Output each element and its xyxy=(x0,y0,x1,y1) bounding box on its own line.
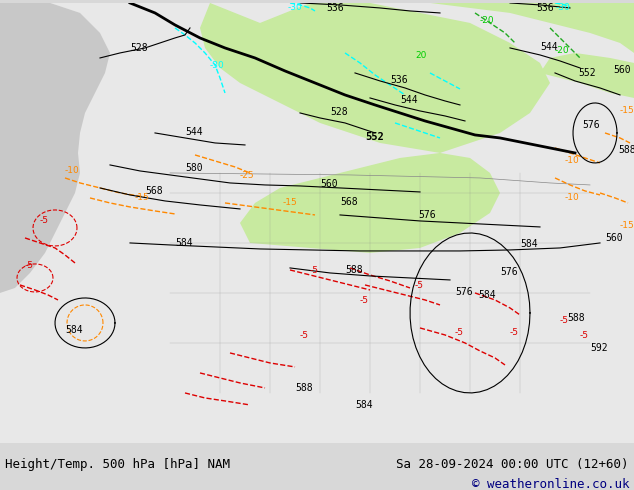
Text: -5: -5 xyxy=(560,316,569,325)
Text: -5: -5 xyxy=(300,331,309,340)
Text: 584: 584 xyxy=(355,400,373,410)
Text: -5: -5 xyxy=(40,216,49,225)
Text: 588: 588 xyxy=(345,265,363,275)
Text: -15: -15 xyxy=(283,198,298,207)
Text: 584: 584 xyxy=(520,239,538,249)
Text: 528: 528 xyxy=(330,107,347,117)
Text: -20: -20 xyxy=(480,16,495,25)
Polygon shape xyxy=(540,53,634,98)
Text: Sa 28-09-2024 00:00 UTC (12+60): Sa 28-09-2024 00:00 UTC (12+60) xyxy=(396,458,629,471)
Text: 560: 560 xyxy=(613,65,631,75)
Text: -30: -30 xyxy=(288,3,302,12)
Text: -5: -5 xyxy=(25,261,34,270)
Text: -25: -25 xyxy=(240,171,255,180)
Text: -5: -5 xyxy=(580,331,589,340)
Text: 588: 588 xyxy=(567,313,585,323)
Text: 552: 552 xyxy=(578,68,595,78)
Text: -10: -10 xyxy=(65,166,80,175)
Text: 536: 536 xyxy=(536,3,554,13)
Text: 580: 580 xyxy=(185,163,203,173)
Text: -5: -5 xyxy=(455,328,464,337)
Text: 544: 544 xyxy=(400,95,418,105)
Text: Height/Temp. 500 hPa [hPa] NAM: Height/Temp. 500 hPa [hPa] NAM xyxy=(5,458,230,471)
Text: -10: -10 xyxy=(565,156,579,165)
Text: 544: 544 xyxy=(540,42,558,52)
Text: © weatheronline.co.uk: © weatheronline.co.uk xyxy=(472,478,629,490)
Polygon shape xyxy=(0,3,110,293)
Text: 576: 576 xyxy=(582,120,600,130)
Text: -15: -15 xyxy=(620,221,634,230)
Text: -5: -5 xyxy=(510,328,519,337)
Text: -5: -5 xyxy=(310,266,319,275)
Text: 576: 576 xyxy=(418,210,436,220)
Text: -30: -30 xyxy=(555,3,571,12)
Text: 536: 536 xyxy=(390,75,408,85)
Polygon shape xyxy=(430,3,634,53)
Text: 552: 552 xyxy=(365,132,384,142)
Text: -30: -30 xyxy=(210,61,224,70)
Text: 536: 536 xyxy=(326,3,344,13)
Text: 568: 568 xyxy=(145,186,163,196)
Text: -15: -15 xyxy=(135,193,150,202)
Polygon shape xyxy=(200,3,550,153)
Text: 560: 560 xyxy=(320,179,338,189)
Text: 584: 584 xyxy=(65,325,82,335)
Text: -10: -10 xyxy=(565,193,579,202)
Text: 568: 568 xyxy=(340,197,358,207)
Text: -15: -15 xyxy=(620,106,634,115)
Text: 576: 576 xyxy=(455,287,472,297)
Text: 544: 544 xyxy=(185,127,203,137)
Text: 528: 528 xyxy=(130,43,148,53)
Text: 592: 592 xyxy=(590,343,607,353)
Text: -20: -20 xyxy=(555,46,569,55)
Text: 576: 576 xyxy=(500,267,517,277)
Text: 588: 588 xyxy=(295,383,313,393)
Text: 584: 584 xyxy=(175,238,193,248)
Text: -5: -5 xyxy=(415,281,424,290)
Text: -5: -5 xyxy=(360,296,369,305)
Text: 588: 588 xyxy=(618,145,634,155)
Polygon shape xyxy=(240,153,500,253)
Text: 560: 560 xyxy=(605,233,623,243)
Text: 584: 584 xyxy=(478,290,496,300)
Text: 20: 20 xyxy=(415,51,427,60)
